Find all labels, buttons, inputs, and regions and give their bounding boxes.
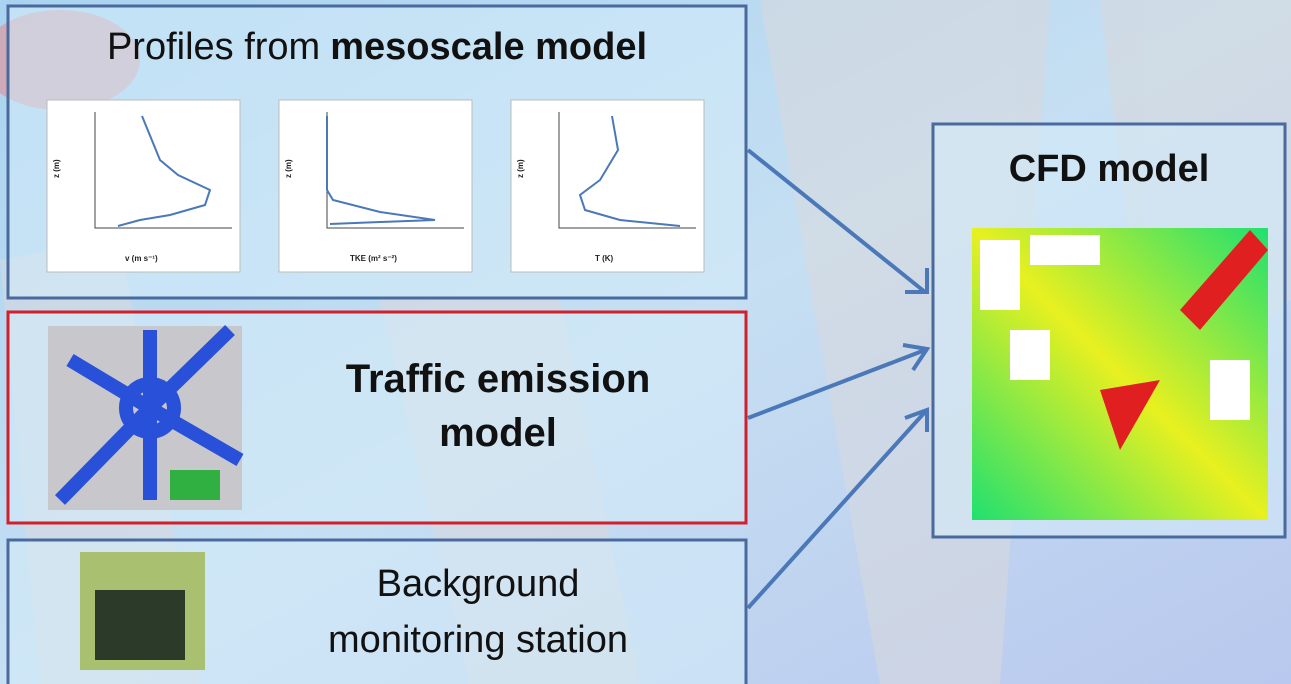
x-axis-label: v (m s⁻¹) — [125, 254, 158, 263]
y-axis-label: z (m) — [52, 159, 61, 178]
y-axis-label: z (m) — [516, 159, 525, 178]
title-line: monitoring station — [210, 612, 746, 668]
x-axis-label: TKE (m² s⁻²) — [350, 254, 397, 263]
title-line: Traffic emission — [250, 352, 746, 406]
title-line: Background — [210, 556, 746, 612]
target-title: CFD model — [933, 148, 1285, 191]
page: Profiles frommesoscale model z (m) v (m … — [0, 0, 1291, 684]
title-line: model — [250, 406, 746, 460]
y-axis-label: z (m) — [284, 159, 293, 178]
x-axis-label: T (K) — [595, 254, 613, 263]
